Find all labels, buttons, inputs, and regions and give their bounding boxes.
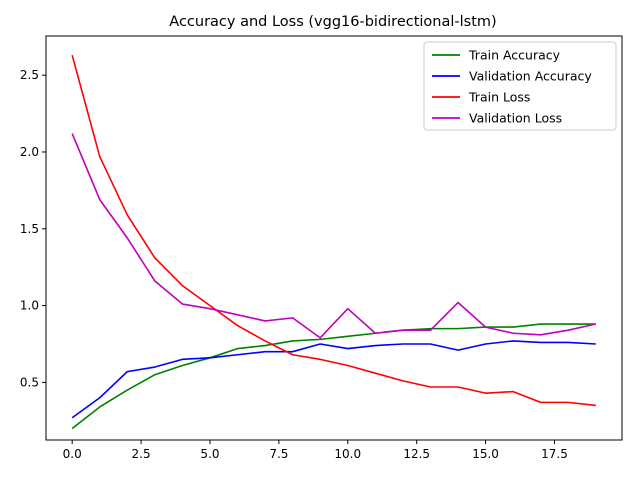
y-tick-label: 1.5 bbox=[20, 222, 39, 236]
plot-area bbox=[71, 54, 596, 430]
chart-title: Accuracy and Loss (vgg16-bidirectional-l… bbox=[169, 14, 496, 30]
x-tick-label: 12.5 bbox=[403, 447, 430, 461]
series-line-train-loss bbox=[71, 54, 596, 407]
y-tick-label: 2.0 bbox=[20, 145, 39, 159]
axes-frame bbox=[45, 35, 623, 441]
x-tick-label: 5.0 bbox=[200, 447, 219, 461]
x-tick-label: 7.5 bbox=[269, 447, 288, 461]
legend-box bbox=[423, 41, 617, 131]
x-tick-label: 15.0 bbox=[472, 447, 499, 461]
legend-label: Train Loss bbox=[468, 90, 530, 105]
x-tick-label: 10.0 bbox=[334, 447, 361, 461]
y-tick-label: 1.0 bbox=[20, 299, 39, 313]
series-line-validation-accuracy bbox=[71, 340, 596, 419]
x-tick-label: 17.5 bbox=[541, 447, 568, 461]
legend-label: Validation Accuracy bbox=[469, 69, 592, 84]
legend-label: Train Accuracy bbox=[468, 48, 561, 63]
axes: 0.0 2.5 5.0 7.5 10.0 12.5 15.0 17.5 0.5 1.0 1.5 2.0… bbox=[20, 35, 623, 461]
x-tick-label: 0.0 bbox=[63, 447, 82, 461]
legend: Train Accuracy Validation Accuracy Train L… bbox=[423, 41, 617, 131]
series-line-validation-loss bbox=[71, 133, 596, 339]
legend-label: Validation Loss bbox=[469, 111, 562, 126]
y-tick-label: 0.5 bbox=[20, 375, 39, 389]
y-tick-label: 2.5 bbox=[20, 68, 39, 82]
x-tick-label: 2.5 bbox=[132, 447, 151, 461]
series-line-train-accuracy bbox=[71, 323, 596, 430]
